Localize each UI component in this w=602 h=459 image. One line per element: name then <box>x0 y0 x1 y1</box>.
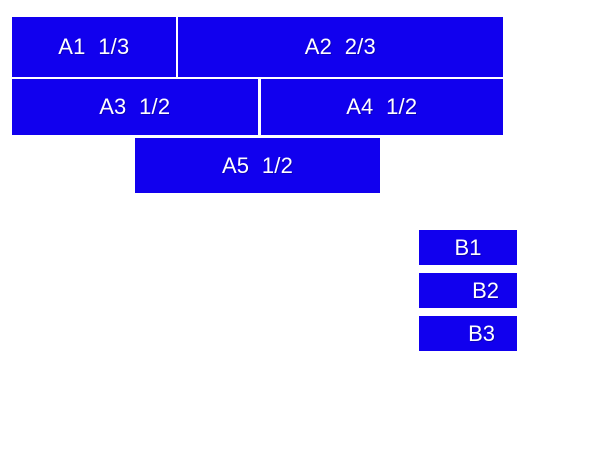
box-a4[interactable]: A4 1/2 <box>260 79 503 135</box>
box-a1[interactable]: A1 1/3 <box>12 17 176 77</box>
box-b2[interactable]: B2 <box>419 273 517 308</box>
box-a2[interactable]: A2 2/3 <box>177 17 503 77</box>
group-a-row-3: A5 1/2 <box>12 138 503 193</box>
box-a3[interactable]: A3 1/2 <box>12 79 258 135</box>
box-b1[interactable]: B1 <box>419 230 517 265</box>
box-b3[interactable]: B3 <box>419 316 517 351</box>
group-a: A1 1/3 A2 2/3 A3 1/2 A4 1/2 A5 1/2 <box>12 17 503 193</box>
group-a-row-1: A1 1/3 A2 2/3 <box>12 17 503 77</box>
box-a5[interactable]: A5 1/2 <box>134 138 381 193</box>
group-b: B1 B2 B3 <box>419 230 517 351</box>
group-a-row-2: A3 1/2 A4 1/2 <box>12 79 503 135</box>
